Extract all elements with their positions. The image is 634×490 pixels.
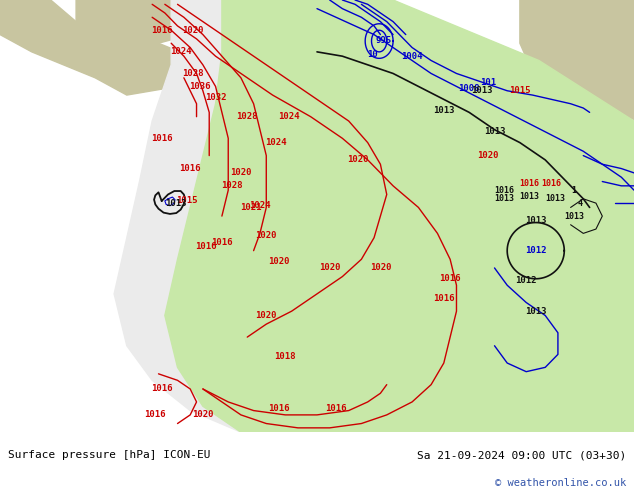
Text: 1015: 1015 bbox=[176, 196, 198, 205]
Text: 1012: 1012 bbox=[525, 246, 547, 255]
Text: 1028: 1028 bbox=[183, 69, 204, 78]
Text: 1013: 1013 bbox=[494, 195, 514, 203]
Text: 1024: 1024 bbox=[265, 138, 287, 147]
Text: 1016: 1016 bbox=[519, 179, 540, 188]
Text: 1013: 1013 bbox=[433, 106, 455, 115]
Text: 1016: 1016 bbox=[151, 26, 172, 35]
Text: 1028: 1028 bbox=[236, 112, 258, 121]
Text: Sa 21-09-2024 09:00 UTC (03+30): Sa 21-09-2024 09:00 UTC (03+30) bbox=[417, 450, 626, 460]
Text: 10: 10 bbox=[367, 49, 377, 58]
Text: 1032: 1032 bbox=[205, 93, 226, 102]
Text: 1036: 1036 bbox=[189, 82, 210, 91]
Text: 1024: 1024 bbox=[278, 112, 299, 121]
Polygon shape bbox=[165, 0, 634, 432]
Polygon shape bbox=[76, 0, 254, 43]
Text: 1016: 1016 bbox=[195, 242, 217, 251]
Text: 1016: 1016 bbox=[325, 404, 347, 413]
Polygon shape bbox=[507, 0, 634, 432]
Text: 1013: 1013 bbox=[484, 127, 505, 136]
Text: Surface pressure [hPa] ICON-EU: Surface pressure [hPa] ICON-EU bbox=[8, 450, 210, 460]
Text: 1: 1 bbox=[571, 186, 576, 195]
Text: 1016: 1016 bbox=[211, 238, 233, 246]
Text: 1021: 1021 bbox=[240, 203, 261, 212]
Text: 1016: 1016 bbox=[179, 164, 201, 173]
Text: 1012: 1012 bbox=[515, 276, 537, 285]
Text: 1004: 1004 bbox=[401, 51, 423, 61]
Text: 4: 4 bbox=[578, 198, 583, 208]
Text: 1013: 1013 bbox=[471, 86, 493, 95]
Polygon shape bbox=[114, 0, 634, 432]
Text: 1020: 1020 bbox=[268, 257, 290, 266]
Text: 1020: 1020 bbox=[319, 264, 340, 272]
Text: 1028: 1028 bbox=[221, 181, 242, 190]
Text: © weatheronline.co.uk: © weatheronline.co.uk bbox=[495, 478, 626, 488]
Text: 1013: 1013 bbox=[525, 216, 547, 225]
Text: 1024: 1024 bbox=[249, 201, 271, 210]
Text: 101: 101 bbox=[480, 77, 496, 87]
Text: 1013: 1013 bbox=[165, 198, 187, 208]
Text: 1016: 1016 bbox=[439, 274, 461, 283]
Text: 1018: 1018 bbox=[275, 352, 296, 361]
Text: 1020: 1020 bbox=[230, 169, 252, 177]
Text: 1013: 1013 bbox=[525, 307, 547, 316]
Text: 1013: 1013 bbox=[519, 192, 540, 201]
Text: 1016: 1016 bbox=[494, 186, 514, 195]
Text: 1020: 1020 bbox=[477, 151, 499, 160]
Polygon shape bbox=[0, 0, 190, 95]
Text: 1020: 1020 bbox=[347, 155, 369, 165]
Text: 1015: 1015 bbox=[509, 86, 531, 95]
Text: 1020: 1020 bbox=[256, 231, 277, 240]
Text: 1024: 1024 bbox=[170, 48, 191, 56]
Text: 1016: 1016 bbox=[541, 179, 562, 188]
Text: 1013: 1013 bbox=[545, 195, 565, 203]
Text: 1020: 1020 bbox=[183, 26, 204, 35]
Text: 1016: 1016 bbox=[433, 294, 455, 303]
Text: 1020: 1020 bbox=[256, 311, 277, 320]
Text: 1016: 1016 bbox=[151, 385, 172, 393]
Text: 995: 995 bbox=[375, 36, 392, 45]
Text: 1020: 1020 bbox=[192, 411, 214, 419]
Text: 1016: 1016 bbox=[268, 404, 290, 413]
Text: 1020: 1020 bbox=[370, 264, 391, 272]
Text: 1016: 1016 bbox=[151, 134, 172, 143]
Text: 1013: 1013 bbox=[564, 212, 584, 220]
Text: 1016: 1016 bbox=[145, 411, 166, 419]
Text: 1008: 1008 bbox=[458, 84, 480, 93]
